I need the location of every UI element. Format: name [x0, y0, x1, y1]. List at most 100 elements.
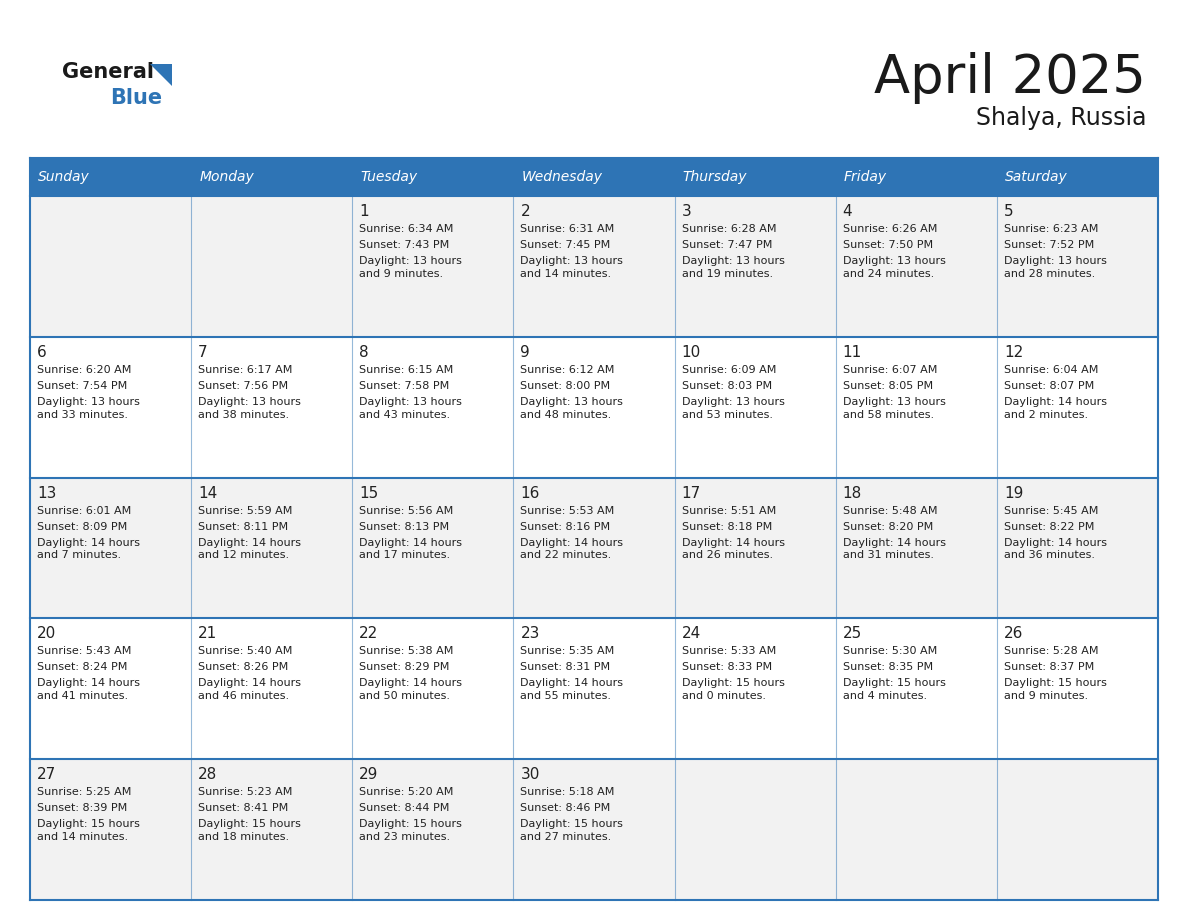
- Text: Sunrise: 5:53 AM: Sunrise: 5:53 AM: [520, 506, 614, 516]
- Bar: [30, 619, 1158, 759]
- Text: 13: 13: [37, 486, 56, 500]
- Text: 7: 7: [198, 345, 208, 360]
- Text: Thursday: Thursday: [683, 170, 747, 184]
- Text: Sunset: 8:07 PM: Sunset: 8:07 PM: [1004, 381, 1094, 391]
- Text: 19: 19: [1004, 486, 1023, 500]
- Text: Sunset: 8:35 PM: Sunset: 8:35 PM: [842, 663, 933, 672]
- Bar: [30, 337, 1158, 477]
- Bar: [30, 759, 1158, 900]
- Text: Sunset: 7:47 PM: Sunset: 7:47 PM: [682, 240, 772, 250]
- Text: 25: 25: [842, 626, 862, 642]
- Text: Sunrise: 5:45 AM: Sunrise: 5:45 AM: [1004, 506, 1098, 516]
- Text: Shalya, Russia: Shalya, Russia: [975, 106, 1146, 130]
- Text: 6: 6: [37, 345, 46, 360]
- Text: Daylight: 15 hours
and 9 minutes.: Daylight: 15 hours and 9 minutes.: [1004, 678, 1107, 701]
- Text: Sunset: 8:41 PM: Sunset: 8:41 PM: [198, 803, 289, 813]
- Text: Sunset: 8:20 PM: Sunset: 8:20 PM: [842, 521, 933, 532]
- Text: Sunrise: 5:28 AM: Sunrise: 5:28 AM: [1004, 646, 1099, 656]
- Text: Sunset: 8:13 PM: Sunset: 8:13 PM: [359, 521, 449, 532]
- Text: Daylight: 14 hours
and 46 minutes.: Daylight: 14 hours and 46 minutes.: [198, 678, 301, 701]
- Text: 2: 2: [520, 204, 530, 219]
- Text: 15: 15: [359, 486, 379, 500]
- Text: Sunset: 7:45 PM: Sunset: 7:45 PM: [520, 240, 611, 250]
- Text: Sunrise: 5:18 AM: Sunrise: 5:18 AM: [520, 788, 615, 797]
- Text: Daylight: 14 hours
and 26 minutes.: Daylight: 14 hours and 26 minutes.: [682, 538, 784, 560]
- Text: Sunrise: 5:25 AM: Sunrise: 5:25 AM: [37, 788, 132, 797]
- Text: Sunrise: 6:28 AM: Sunrise: 6:28 AM: [682, 224, 776, 234]
- Text: Sunset: 7:56 PM: Sunset: 7:56 PM: [198, 381, 289, 391]
- Text: Daylight: 13 hours
and 43 minutes.: Daylight: 13 hours and 43 minutes.: [359, 397, 462, 420]
- Text: 10: 10: [682, 345, 701, 360]
- Text: Daylight: 14 hours
and 22 minutes.: Daylight: 14 hours and 22 minutes.: [520, 538, 624, 560]
- Text: Sunset: 8:29 PM: Sunset: 8:29 PM: [359, 663, 450, 672]
- Text: Sunset: 7:52 PM: Sunset: 7:52 PM: [1004, 240, 1094, 250]
- Text: 30: 30: [520, 767, 539, 782]
- Text: Sunrise: 5:38 AM: Sunrise: 5:38 AM: [359, 646, 454, 656]
- Text: 9: 9: [520, 345, 530, 360]
- Text: 18: 18: [842, 486, 862, 500]
- Text: Daylight: 15 hours
and 18 minutes.: Daylight: 15 hours and 18 minutes.: [198, 819, 301, 842]
- Text: Saturday: Saturday: [1005, 170, 1068, 184]
- Text: Sunset: 8:44 PM: Sunset: 8:44 PM: [359, 803, 450, 813]
- Text: 17: 17: [682, 486, 701, 500]
- Text: Sunset: 7:50 PM: Sunset: 7:50 PM: [842, 240, 933, 250]
- Text: Sunrise: 6:04 AM: Sunrise: 6:04 AM: [1004, 364, 1098, 375]
- Text: Sunrise: 5:59 AM: Sunrise: 5:59 AM: [198, 506, 292, 516]
- Text: Daylight: 15 hours
and 23 minutes.: Daylight: 15 hours and 23 minutes.: [359, 819, 462, 842]
- Text: Sunrise: 6:07 AM: Sunrise: 6:07 AM: [842, 364, 937, 375]
- Text: Sunrise: 6:01 AM: Sunrise: 6:01 AM: [37, 506, 131, 516]
- Text: Daylight: 14 hours
and 17 minutes.: Daylight: 14 hours and 17 minutes.: [359, 538, 462, 560]
- Text: Sunrise: 5:48 AM: Sunrise: 5:48 AM: [842, 506, 937, 516]
- Text: 29: 29: [359, 767, 379, 782]
- Text: Blue: Blue: [110, 88, 162, 108]
- Text: Sunset: 8:16 PM: Sunset: 8:16 PM: [520, 521, 611, 532]
- Text: Daylight: 15 hours
and 4 minutes.: Daylight: 15 hours and 4 minutes.: [842, 678, 946, 701]
- Text: Daylight: 14 hours
and 50 minutes.: Daylight: 14 hours and 50 minutes.: [359, 678, 462, 701]
- Text: Daylight: 13 hours
and 19 minutes.: Daylight: 13 hours and 19 minutes.: [682, 256, 784, 279]
- Text: Sunrise: 5:30 AM: Sunrise: 5:30 AM: [842, 646, 937, 656]
- Text: Sunset: 8:09 PM: Sunset: 8:09 PM: [37, 521, 127, 532]
- Text: 16: 16: [520, 486, 539, 500]
- Text: Sunset: 8:31 PM: Sunset: 8:31 PM: [520, 663, 611, 672]
- Text: Daylight: 14 hours
and 31 minutes.: Daylight: 14 hours and 31 minutes.: [842, 538, 946, 560]
- Text: 1: 1: [359, 204, 369, 219]
- Text: 5: 5: [1004, 204, 1013, 219]
- Text: Daylight: 14 hours
and 55 minutes.: Daylight: 14 hours and 55 minutes.: [520, 678, 624, 701]
- Text: Sunrise: 5:33 AM: Sunrise: 5:33 AM: [682, 646, 776, 656]
- Text: Wednesday: Wednesday: [522, 170, 602, 184]
- Text: Daylight: 13 hours
and 58 minutes.: Daylight: 13 hours and 58 minutes.: [842, 397, 946, 420]
- Text: 21: 21: [198, 626, 217, 642]
- Text: Sunrise: 6:17 AM: Sunrise: 6:17 AM: [198, 364, 292, 375]
- Text: Sunset: 8:18 PM: Sunset: 8:18 PM: [682, 521, 772, 532]
- Text: Daylight: 13 hours
and 24 minutes.: Daylight: 13 hours and 24 minutes.: [842, 256, 946, 279]
- Text: Sunset: 7:43 PM: Sunset: 7:43 PM: [359, 240, 449, 250]
- Text: Daylight: 13 hours
and 33 minutes.: Daylight: 13 hours and 33 minutes.: [37, 397, 140, 420]
- Text: 20: 20: [37, 626, 56, 642]
- Text: General: General: [62, 62, 154, 82]
- Text: Daylight: 13 hours
and 48 minutes.: Daylight: 13 hours and 48 minutes.: [520, 397, 624, 420]
- Text: Sunset: 7:54 PM: Sunset: 7:54 PM: [37, 381, 127, 391]
- Text: Sunrise: 5:43 AM: Sunrise: 5:43 AM: [37, 646, 132, 656]
- Text: Daylight: 13 hours
and 38 minutes.: Daylight: 13 hours and 38 minutes.: [198, 397, 301, 420]
- Text: Sunset: 8:37 PM: Sunset: 8:37 PM: [1004, 663, 1094, 672]
- Text: Sunrise: 6:12 AM: Sunrise: 6:12 AM: [520, 364, 615, 375]
- Text: Sunrise: 6:15 AM: Sunrise: 6:15 AM: [359, 364, 454, 375]
- Text: Daylight: 15 hours
and 0 minutes.: Daylight: 15 hours and 0 minutes.: [682, 678, 784, 701]
- Text: 27: 27: [37, 767, 56, 782]
- Text: Sunset: 8:33 PM: Sunset: 8:33 PM: [682, 663, 772, 672]
- Text: Sunrise: 6:09 AM: Sunrise: 6:09 AM: [682, 364, 776, 375]
- Text: Daylight: 15 hours
and 27 minutes.: Daylight: 15 hours and 27 minutes.: [520, 819, 624, 842]
- Text: 22: 22: [359, 626, 379, 642]
- Text: Sunrise: 6:31 AM: Sunrise: 6:31 AM: [520, 224, 614, 234]
- Text: Sunset: 8:24 PM: Sunset: 8:24 PM: [37, 663, 127, 672]
- Text: Sunset: 8:46 PM: Sunset: 8:46 PM: [520, 803, 611, 813]
- Text: Sunrise: 6:23 AM: Sunrise: 6:23 AM: [1004, 224, 1098, 234]
- Text: Sunset: 8:11 PM: Sunset: 8:11 PM: [198, 521, 289, 532]
- Text: 3: 3: [682, 204, 691, 219]
- Text: Sunrise: 6:20 AM: Sunrise: 6:20 AM: [37, 364, 132, 375]
- Text: 12: 12: [1004, 345, 1023, 360]
- Text: Daylight: 14 hours
and 2 minutes.: Daylight: 14 hours and 2 minutes.: [1004, 397, 1107, 420]
- Bar: [30, 196, 1158, 337]
- Text: Daylight: 13 hours
and 53 minutes.: Daylight: 13 hours and 53 minutes.: [682, 397, 784, 420]
- Text: 24: 24: [682, 626, 701, 642]
